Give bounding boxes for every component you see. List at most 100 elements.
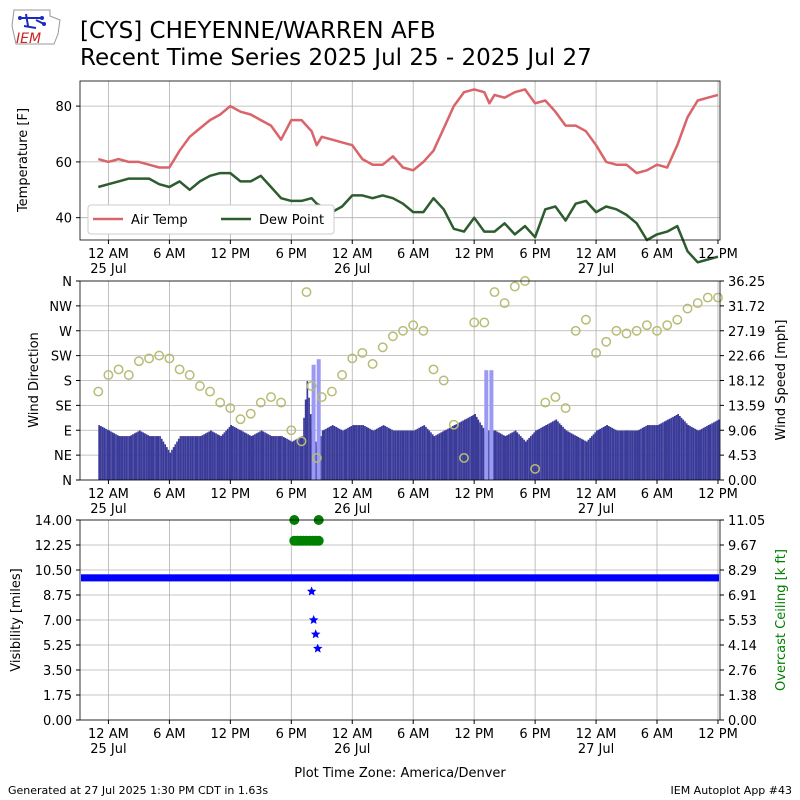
wind-direction-point (591, 347, 602, 358)
wind-direction-point (133, 356, 144, 367)
y-tick-label: E (64, 424, 72, 439)
y-tick-label: S (64, 375, 72, 390)
page-title: [CYS] CHEYENNE/WARREN AFB (80, 18, 436, 44)
wind-direction-point (672, 314, 683, 325)
y-tick-label: 8.75 (43, 589, 72, 604)
wind-speed-bar (482, 427, 485, 480)
y2-tick-label: 18.12 (728, 375, 765, 390)
wind-speed-bar (245, 433, 248, 480)
wind-speed-bar (350, 426, 353, 480)
generated-timestamp: Generated at 27 Jul 2025 1:30 PM CDT in … (8, 784, 269, 797)
wind-speed-bar (191, 436, 194, 480)
wind-speed-bar (182, 436, 185, 480)
wind-speed-bar (458, 422, 461, 480)
ceiling-ylabel: Overcast Ceiling [k ft] (774, 549, 789, 691)
wind-speed-bar (445, 429, 448, 480)
wind-speed-bar (340, 429, 343, 480)
x-tick-label: 12 PM (210, 727, 250, 742)
wind-direction-point (570, 325, 581, 336)
x-tick-label: 12 AM (88, 487, 129, 502)
wind-speed-bar (562, 426, 564, 480)
wind-speed-bar (513, 431, 515, 480)
wind-speed-bar (589, 437, 591, 480)
wind-speed-bar (376, 428, 378, 480)
visibility-point (308, 615, 319, 624)
wind-speed-bar (582, 439, 585, 480)
x-date-label: 25 Jul (90, 502, 126, 517)
wind-speed-bar (210, 430, 212, 480)
wind-speed-bar (367, 427, 370, 480)
legend-air-temp-label: Air Temp (131, 213, 188, 228)
wind-speed-bar (213, 432, 216, 480)
wind-speed-bar (260, 430, 263, 480)
wind-speed-bar (279, 436, 282, 480)
wind-direction-point (113, 364, 124, 375)
wind-speed-bar (690, 426, 693, 480)
wind-speed-bar (277, 436, 280, 480)
wind-speed-bar (406, 430, 409, 480)
wind-speed-bar (113, 433, 116, 480)
wind-speed-bar (528, 437, 530, 480)
wind-direction-point (601, 336, 612, 347)
wind-speed-bar (618, 430, 620, 480)
wind-speed-bar (352, 425, 354, 480)
y-tick-label: SW (51, 350, 72, 365)
wind-speed-bar (452, 426, 454, 480)
wind-speed-bar (714, 421, 717, 480)
wind-speed-bar (267, 434, 270, 480)
x-tick-label: 6 AM (397, 727, 430, 742)
wind-speed-bar (514, 430, 517, 480)
wind-speed-bar (667, 419, 669, 480)
wind-direction-point (560, 403, 571, 414)
wind-speed-bar (673, 416, 676, 480)
wind-speed-bar (201, 435, 204, 480)
wind-speed-bar (462, 420, 464, 480)
wind-direction-point (682, 303, 693, 314)
wind-speed-bar (386, 426, 388, 480)
wind-direction-point (276, 397, 287, 408)
time-zone-xlabel: Plot Time Zone: America/Denver (294, 766, 506, 781)
x-tick-label: 6 PM (519, 727, 550, 742)
wind-direction-point (225, 403, 236, 414)
x-date-label: 27 Jul (578, 742, 614, 757)
wind-speed-bar (403, 430, 405, 480)
wind-speed-bar (164, 444, 166, 480)
wind-speed-bar (281, 436, 283, 480)
x-tick-label: 12 AM (576, 727, 617, 742)
wind-speed-bar (337, 427, 339, 480)
visibility-series (81, 515, 719, 653)
wind-speed-bar (115, 434, 117, 480)
wind-speed-bar (196, 436, 199, 480)
wind-speed-bar (584, 440, 586, 480)
wind-speed-bar (218, 435, 221, 480)
wind-speed-bar (338, 428, 341, 480)
wind-speed-bar (227, 428, 229, 480)
wind-speed-bar (525, 441, 527, 480)
wind-gust-bar (316, 359, 321, 480)
ceiling-yticks: 0.00 1.38 2.76 4.14 5.53 6.91 8.29 9.67 11.05 (720, 514, 765, 729)
wind-direction-point (509, 281, 520, 292)
wind-speed-bar (587, 439, 590, 480)
x-tick-label: 12 AM (332, 487, 373, 502)
wind-speed-bar (435, 435, 437, 480)
wind-speed-bar (342, 430, 344, 480)
wind-speed-bar (425, 426, 427, 480)
wind-direction-point (713, 292, 723, 303)
wind-speed-bar (552, 421, 554, 480)
y2-tick-label: 22.66 (728, 350, 765, 365)
wind-speed-bar (306, 381, 309, 480)
wind-speed-bar (127, 436, 129, 480)
wind-speed-bar (653, 425, 656, 480)
x-tick-label: 12 PM (210, 487, 250, 502)
wind-speed-bar (579, 437, 581, 480)
wind-speed-bar (323, 429, 326, 480)
wind-speed-bar (604, 426, 607, 480)
wind-direction-point (215, 397, 226, 408)
wind-speed-bar (712, 422, 715, 480)
wind-speed-bar (543, 426, 546, 480)
wind-speed-bar (215, 433, 217, 480)
wind-speed-bar (130, 435, 133, 480)
x-tick-label: 12 AM (88, 247, 129, 262)
wind-speed-bar (360, 425, 363, 480)
wind-speed-bar (679, 416, 681, 480)
